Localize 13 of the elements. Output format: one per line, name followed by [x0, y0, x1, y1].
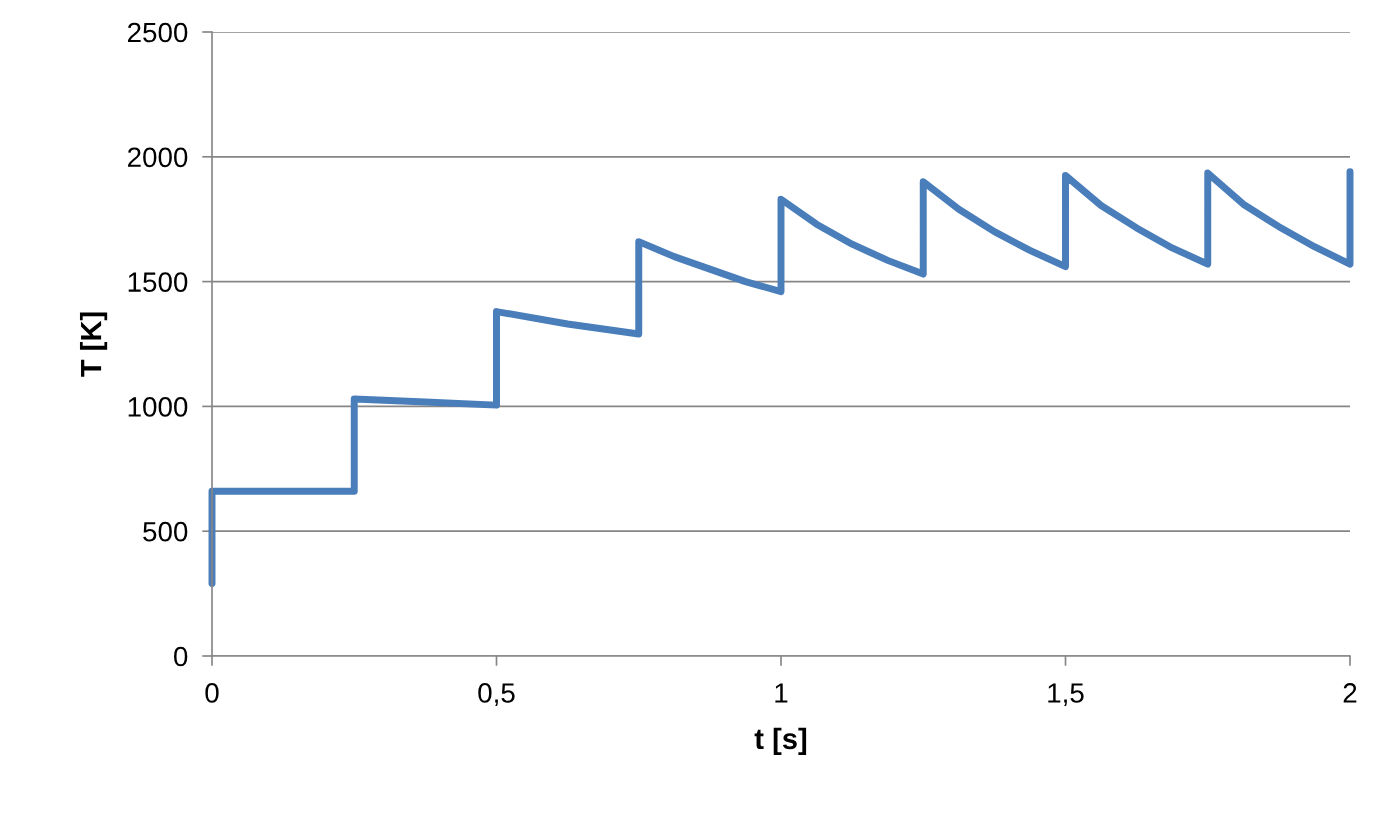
y-tick-label: 2500 — [128, 22, 188, 43]
y-tick-label: 0 — [174, 646, 188, 667]
x-tick-label: 1 — [775, 683, 788, 703]
x-axis-title: t [s] — [754, 727, 807, 755]
y-tick-label: 1500 — [128, 272, 188, 292]
x-tick-label: 0,5 — [478, 683, 515, 707]
y-tick-label: 500 — [143, 521, 188, 542]
x-tick-label: 1,5 — [1048, 683, 1084, 707]
y-tick-label: 2000 — [128, 147, 188, 168]
x-tick-label: 2 — [1343, 683, 1357, 703]
y-axis-title: T [K] — [79, 312, 108, 377]
y-tick-label: 1000 — [128, 397, 188, 417]
x-tick-label: 0 — [205, 683, 219, 703]
